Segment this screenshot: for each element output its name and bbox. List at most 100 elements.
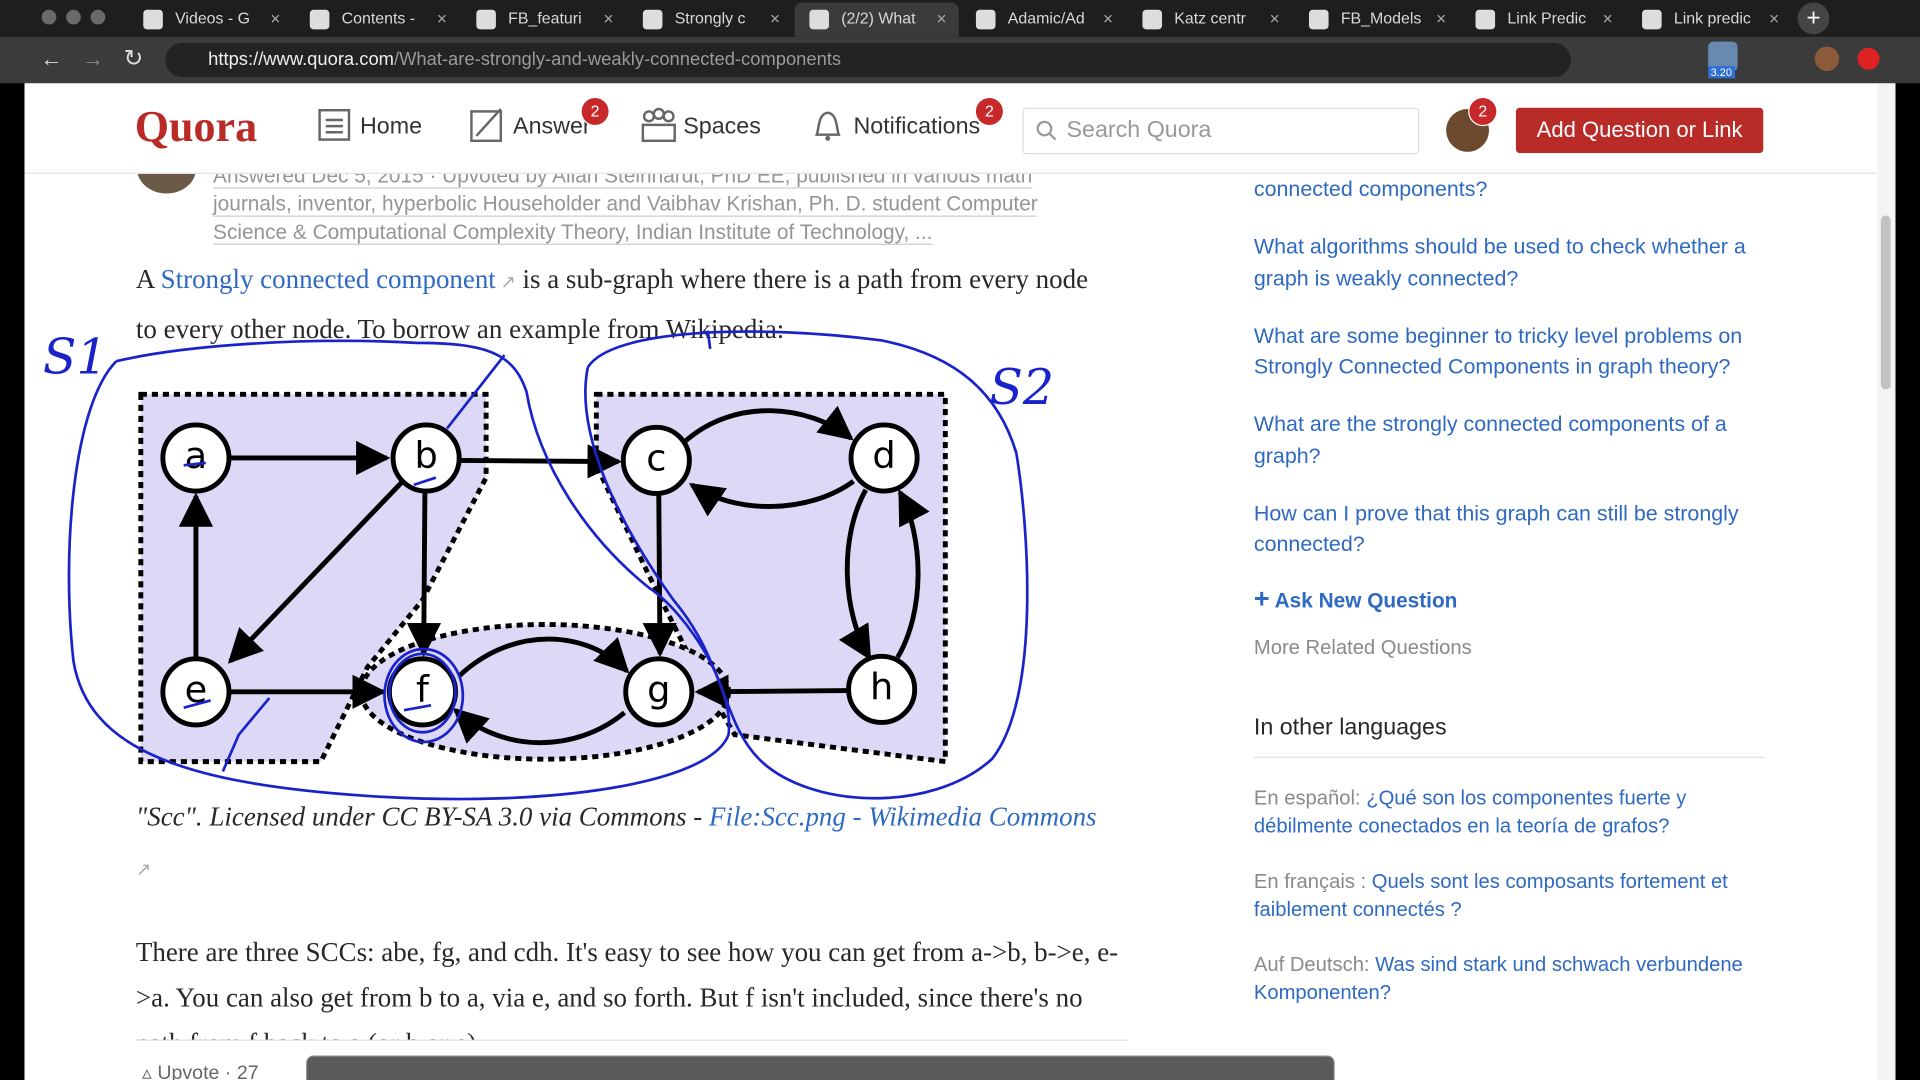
related-question[interactable]: How can I prove that this graph can stil…	[1253, 500, 1739, 556]
language-item: En français : Quels sont les composants …	[1254, 868, 1766, 924]
tab-close[interactable]: ×	[1769, 8, 1780, 29]
nav-answer[interactable]: Answer	[513, 113, 591, 140]
more-related[interactable]: More Related Questions	[1253, 636, 1472, 659]
new-tab[interactable]: +	[1797, 2, 1830, 35]
browser-tab[interactable]: Katz centr ×	[1128, 2, 1292, 36]
tab-title: Videos - G	[175, 8, 251, 27]
sidebar: connected components? What algorithms sho…	[1253, 174, 1774, 1035]
window-minimize[interactable]	[66, 9, 81, 25]
tab-title: Katz centr	[1174, 8, 1246, 27]
caption-link[interactable]: File:Scc.png - Wikimedia Commons	[708, 800, 1097, 832]
upvote-button[interactable]: ▵ Upvote · 27	[142, 1060, 259, 1080]
handwriting	[67, 330, 1029, 801]
related-question[interactable]: What algorithms should be used to check …	[1253, 233, 1746, 290]
intro-text: A	[135, 263, 161, 294]
profile-icon[interactable]	[1814, 46, 1840, 72]
browser-tab[interactable]: Link predic ×	[1627, 2, 1791, 36]
tab-icon	[476, 9, 496, 30]
ask-new-question[interactable]: + Ask New Question	[1254, 583, 1774, 615]
scroll-thumb[interactable]	[1880, 215, 1891, 390]
figure-caption: "Scc". Licensed under CC BY-SA 3.0 via C…	[136, 793, 1103, 893]
tab-icon	[1475, 9, 1496, 30]
notifications-icon	[814, 111, 841, 141]
tab-icon	[309, 9, 330, 30]
window-close[interactable]	[41, 9, 57, 25]
answer-meta: journals, inventor, hyperbolic Household…	[213, 192, 1038, 217]
tab-icon	[1642, 9, 1662, 30]
browser-tab[interactable]: Strongly c ×	[628, 2, 792, 36]
tab-close[interactable]: ×	[1103, 8, 1114, 29]
url-host: https://www.quora.com	[208, 48, 394, 70]
tab-icon	[1142, 9, 1163, 30]
node-label: c	[646, 436, 666, 479]
tab-title: FB_featuri	[508, 8, 582, 27]
nav-home[interactable]: Home	[360, 113, 423, 140]
tab-close[interactable]: ×	[1436, 8, 1447, 29]
search-placeholder: Search Quora	[1066, 117, 1212, 144]
related-question[interactable]: connected components?	[1253, 176, 1488, 201]
meta-line: journals, inventor, hyperbolic Household…	[213, 192, 1038, 217]
tab-close[interactable]: ×	[603, 8, 614, 29]
plus-icon: +	[1253, 582, 1270, 614]
search-icon	[1036, 120, 1057, 141]
caption-text: "Scc". Licensed under CC BY-SA 3.0 via C…	[135, 800, 709, 832]
extension-icon[interactable]	[1857, 47, 1880, 70]
browser-tab[interactable]: Adamic/Ad ×	[961, 2, 1125, 36]
logo[interactable]: Quora	[134, 101, 258, 151]
browser-tab[interactable]: FB_Models ×	[1294, 2, 1458, 36]
answer-body: There are three SCCs: abe, fg, and cdh. …	[135, 936, 1119, 1040]
notifications-badge: 2	[974, 96, 1005, 127]
nav-spaces[interactable]: Spaces	[683, 113, 761, 140]
search-box[interactable]: Search Quora	[1022, 107, 1420, 155]
ask-new-label: Ask New Question	[1274, 588, 1458, 613]
back-button[interactable]: ←	[40, 46, 63, 72]
language-link[interactable]: ¿Qué son los componentes fuerte y débilm…	[1253, 787, 1687, 838]
scrollbar[interactable]	[1877, 83, 1896, 1080]
browser-tab[interactable]: Contents - ×	[295, 2, 459, 36]
tab-title: FB_Models	[1340, 8, 1422, 27]
answer-badge: 2	[580, 96, 610, 127]
browser-tab[interactable]: (2/2) What ×	[794, 2, 959, 37]
tab-icon	[975, 9, 996, 30]
node	[620, 424, 692, 496]
node-label: g	[647, 668, 670, 711]
language-link[interactable]: Quels sont les composants fortement et f…	[1253, 870, 1728, 921]
add-question-button[interactable]: Add Question or Link	[1515, 107, 1764, 154]
reload-button[interactable]: ↻	[123, 46, 144, 73]
intro-link[interactable]: Strongly connected component	[160, 263, 496, 294]
language-item: Auf Deutsch: Was sind stark und schwach …	[1254, 951, 1766, 1007]
related-question[interactable]: What are some beginner to tricky level p…	[1253, 322, 1743, 379]
url-path: /What-are-strongly-and-weakly-connected-…	[393, 48, 842, 70]
node	[160, 656, 232, 728]
intro-text: is a sub-graph where there is a path fro…	[135, 263, 1089, 345]
forward-button[interactable]: →	[82, 46, 105, 72]
graph-nodes	[160, 422, 920, 728]
tab-close[interactable]: ×	[936, 8, 947, 29]
node-label: f	[416, 668, 430, 711]
browser-tab[interactable]: Videos - G ×	[129, 2, 293, 36]
graph-edges	[178, 405, 930, 746]
tab-title: Strongly c	[674, 8, 746, 27]
tab-close[interactable]: ×	[769, 8, 781, 29]
related-question[interactable]: What are the strongly connected componen…	[1253, 411, 1727, 468]
tab-close[interactable]: ×	[1602, 8, 1613, 29]
tab-title: Link Predic	[1507, 8, 1587, 27]
node	[846, 653, 918, 725]
window-zoom[interactable]	[90, 9, 106, 25]
tab-close[interactable]: ×	[270, 8, 281, 29]
browser-tab[interactable]: Link Predic ×	[1461, 2, 1625, 36]
node-label: e	[185, 668, 208, 711]
nav-notifications[interactable]: Notifications	[853, 113, 981, 140]
answer-body-clip: There are three SCCs: abe, fg, and cdh. …	[135, 929, 1128, 1041]
answer-intro: A Strongly connected component ↗ is a su…	[136, 256, 1103, 352]
browser-tab[interactable]: FB_featuri ×	[462, 2, 626, 36]
url-bar[interactable]: https://www.quora.com/What-are-strongly-…	[165, 42, 1572, 78]
tab-close[interactable]: ×	[436, 8, 447, 29]
tab-close[interactable]: ×	[1269, 8, 1280, 29]
home-icon	[318, 108, 351, 141]
node	[390, 422, 462, 494]
language-link[interactable]: Was sind stark und schwach verbundene Ko…	[1253, 953, 1743, 1005]
